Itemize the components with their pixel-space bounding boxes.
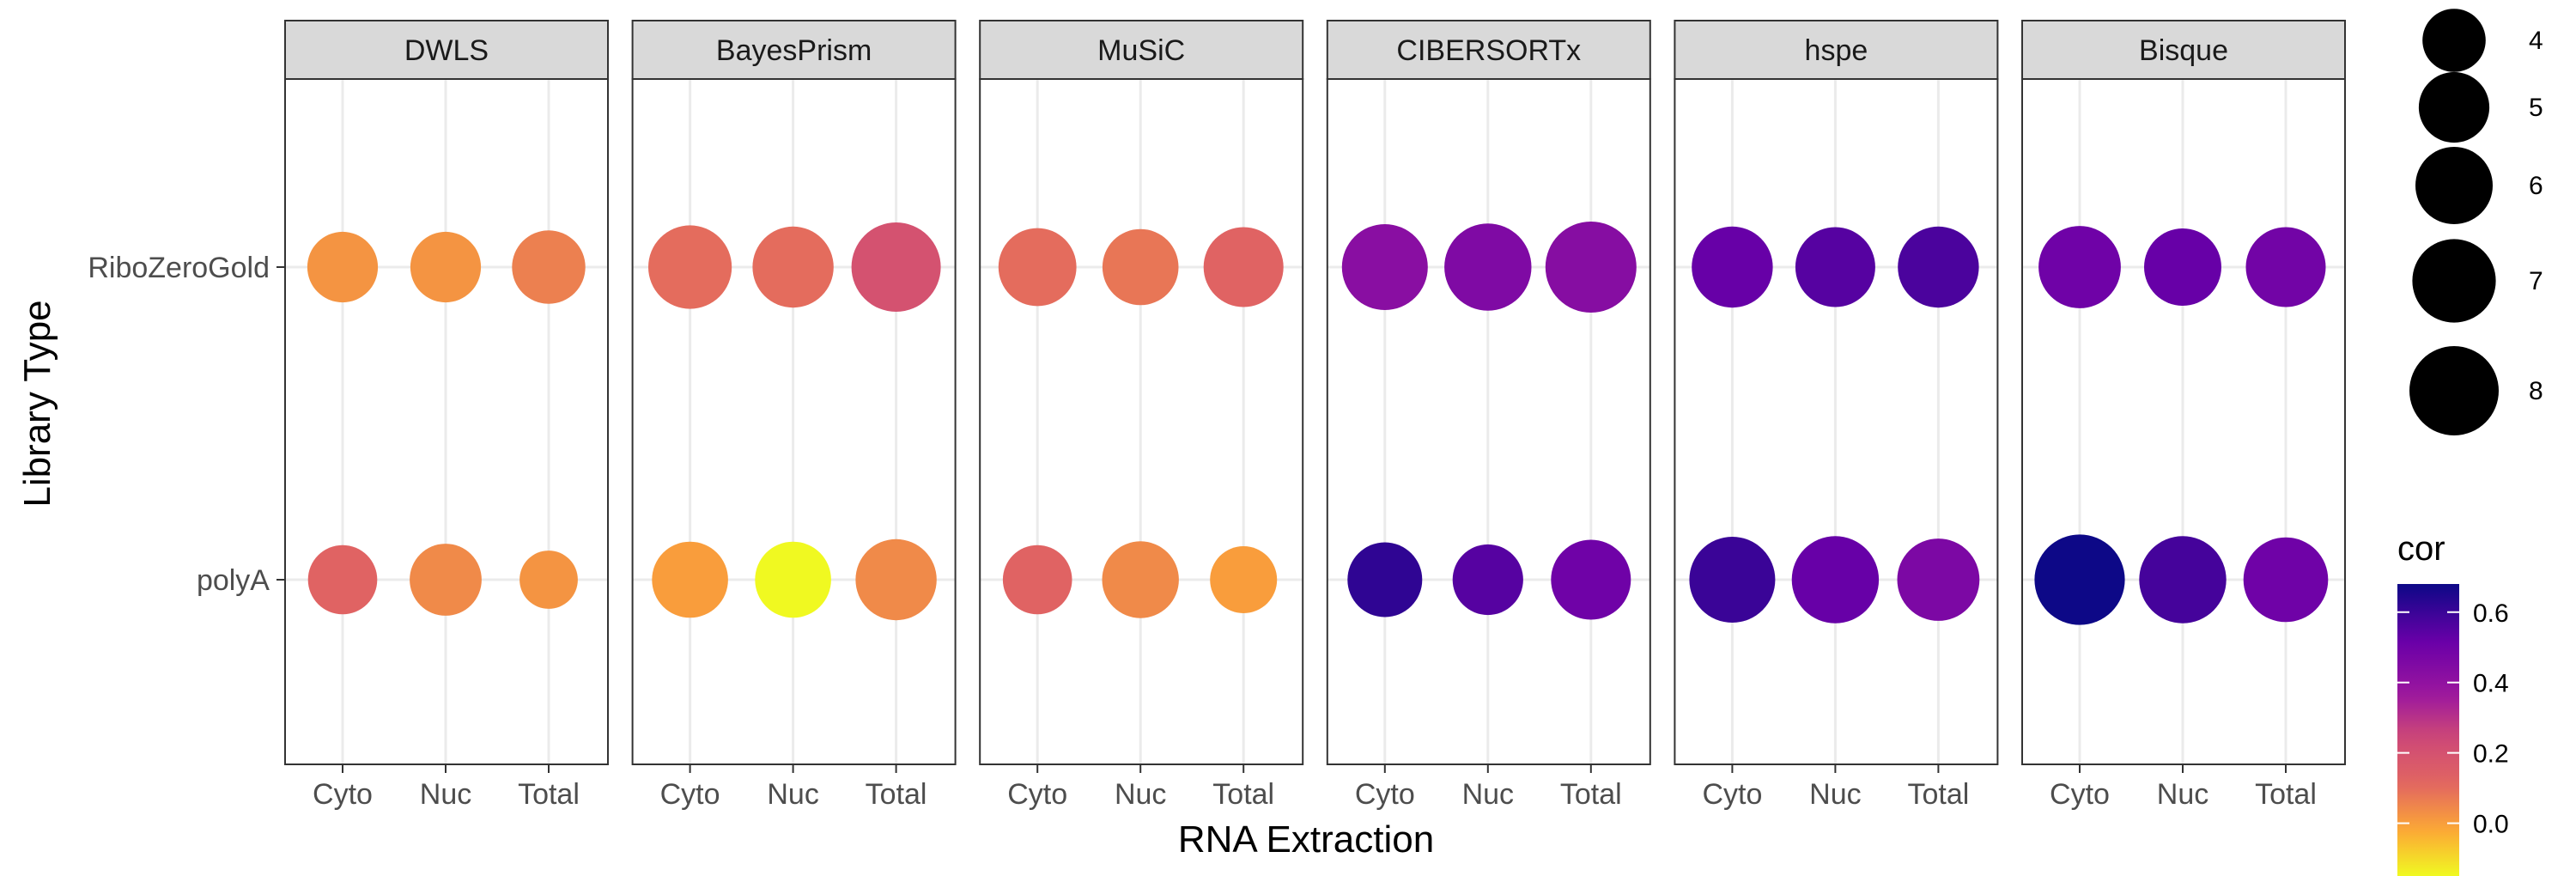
point-dwls-cyto-polya — [307, 544, 378, 615]
point-dwls-nuc-polya — [410, 544, 482, 616]
size-key — [2415, 147, 2493, 224]
point-bisque-cyto-polya — [2034, 534, 2125, 625]
point-music-total-polya — [1210, 546, 1278, 613]
point-cibersortx-nuc-polya — [1452, 544, 1523, 616]
point-hspe-cyto-polya — [1689, 537, 1776, 623]
point-bayesprism-cyto-polya — [652, 541, 728, 618]
y-tick-label: RiboZeroGold — [88, 252, 270, 284]
x-tick-label: Total — [866, 778, 927, 811]
x-tick-label: Nuc — [1809, 778, 1861, 811]
facet-strip — [1674, 20, 1999, 80]
point-dwls-total-polya — [519, 551, 578, 609]
facet-label: MuSiC — [1097, 34, 1185, 67]
x-tick-label: Total — [1560, 778, 1622, 811]
facet-strip — [631, 20, 957, 80]
colorbar-label: 0.2 — [2473, 740, 2509, 769]
colorbar-label: 0.4 — [2473, 670, 2509, 698]
point-bayesprism-nuc-ribozerogold — [752, 226, 834, 308]
x-tick-label: Total — [1907, 778, 1969, 811]
point-bisque-nuc-polya — [2139, 536, 2227, 624]
x-tick-label: Nuc — [420, 778, 471, 811]
size-key-label: 7 — [2529, 267, 2543, 295]
size-key — [2409, 346, 2499, 435]
point-hspe-nuc-ribozerogold — [1795, 227, 1875, 307]
point-dwls-total-ribozerogold — [512, 230, 586, 304]
facet-strip — [1326, 20, 1651, 80]
point-hspe-total-polya — [1897, 538, 1980, 621]
facet-strip — [979, 20, 1304, 80]
size-key — [2422, 9, 2486, 72]
facet-label: CIBERSORTx — [1396, 34, 1581, 67]
size-key-label: 4 — [2529, 27, 2543, 55]
panel-bisque: Bisque Cyto Nuc Total — [2021, 20, 2346, 811]
x-tick-label: Cyto — [313, 778, 373, 811]
point-cibersortx-cyto-polya — [1347, 542, 1423, 617]
x-axis-title: RNA Extraction — [1178, 818, 1434, 861]
point-music-cyto-polya — [1002, 544, 1072, 615]
facet-label: Bisque — [2139, 34, 2228, 67]
y-axis: RiboZeroGold polyA — [88, 252, 285, 597]
point-cibersortx-nuc-ribozerogold — [1444, 223, 1532, 311]
point-music-nuc-ribozerogold — [1102, 228, 1179, 306]
panel-music: MuSiC Cyto Nuc Total — [979, 20, 1304, 811]
point-music-nuc-polya — [1102, 541, 1179, 618]
color-legend: cor 0.0 0.2 0.4 0.6 — [2397, 530, 2509, 876]
x-tick-label: Nuc — [1462, 778, 1514, 811]
facet-label: DWLS — [404, 34, 489, 67]
point-bayesprism-total-ribozerogold — [851, 222, 941, 312]
size-key-label: 8 — [2529, 377, 2543, 405]
facet-label: BayesPrism — [716, 34, 872, 67]
point-music-total-ribozerogold — [1203, 227, 1284, 307]
panel-dwls: DWLS Cyto Nuc Total — [284, 20, 609, 811]
x-tick-label: Cyto — [1007, 778, 1067, 811]
point-bisque-total-ribozerogold — [2245, 227, 2326, 307]
facet-strip — [284, 20, 609, 80]
point-hspe-nuc-polya — [1791, 536, 1880, 624]
point-hspe-cyto-ribozerogold — [1692, 226, 1773, 308]
size-key-label: 6 — [2529, 172, 2543, 200]
panel-cibersortx: CIBERSORTx Cyto Nuc Total — [1326, 20, 1651, 811]
size-key — [2412, 239, 2496, 323]
point-cibersortx-cyto-ribozerogold — [1341, 224, 1428, 310]
colorbar — [2397, 584, 2459, 876]
point-bisque-nuc-ribozerogold — [2144, 228, 2221, 306]
x-tick-label: Total — [518, 778, 580, 811]
facet-label: hspe — [1805, 34, 1868, 67]
size-key — [2418, 71, 2490, 143]
x-tick-label: Total — [1212, 778, 1274, 811]
point-bisque-total-polya — [2243, 537, 2329, 623]
x-tick-label: Cyto — [2050, 778, 2110, 811]
point-bayesprism-total-polya — [855, 538, 937, 621]
point-dwls-cyto-ribozerogold — [307, 231, 379, 303]
size-key-label: 5 — [2529, 94, 2543, 122]
y-axis-title: Library Type — [16, 300, 58, 507]
point-music-cyto-ribozerogold — [998, 228, 1077, 307]
x-tick-label: Total — [2255, 778, 2317, 811]
point-dwls-nuc-ribozerogold — [410, 231, 482, 303]
panel-bayesprism: BayesPrism Cyto Nuc Total — [631, 20, 957, 811]
x-tick-label: Cyto — [1702, 778, 1762, 811]
x-tick-label: Nuc — [767, 778, 818, 811]
point-cibersortx-total-polya — [1551, 539, 1631, 620]
color-legend-title: cor — [2397, 530, 2445, 568]
x-tick-label: Cyto — [660, 778, 720, 811]
point-bisque-cyto-ribozerogold — [2038, 226, 2121, 308]
x-tick-label: Nuc — [2157, 778, 2208, 811]
x-tick-label: Cyto — [1355, 778, 1415, 811]
size-legend: 4 5 6 7 8 — [2409, 9, 2543, 435]
colorbar-label: 0.6 — [2473, 599, 2509, 628]
panel-hspe: hspe Cyto Nuc Total — [1674, 20, 1999, 811]
colorbar-label: 0.0 — [2473, 811, 2509, 839]
point-bayesprism-cyto-ribozerogold — [648, 225, 732, 309]
point-bayesprism-nuc-polya — [755, 541, 831, 618]
x-tick-label: Nuc — [1115, 778, 1166, 811]
point-hspe-total-ribozerogold — [1898, 226, 1979, 308]
y-tick-label: polyA — [197, 564, 270, 597]
point-cibersortx-total-ribozerogold — [1545, 222, 1637, 313]
